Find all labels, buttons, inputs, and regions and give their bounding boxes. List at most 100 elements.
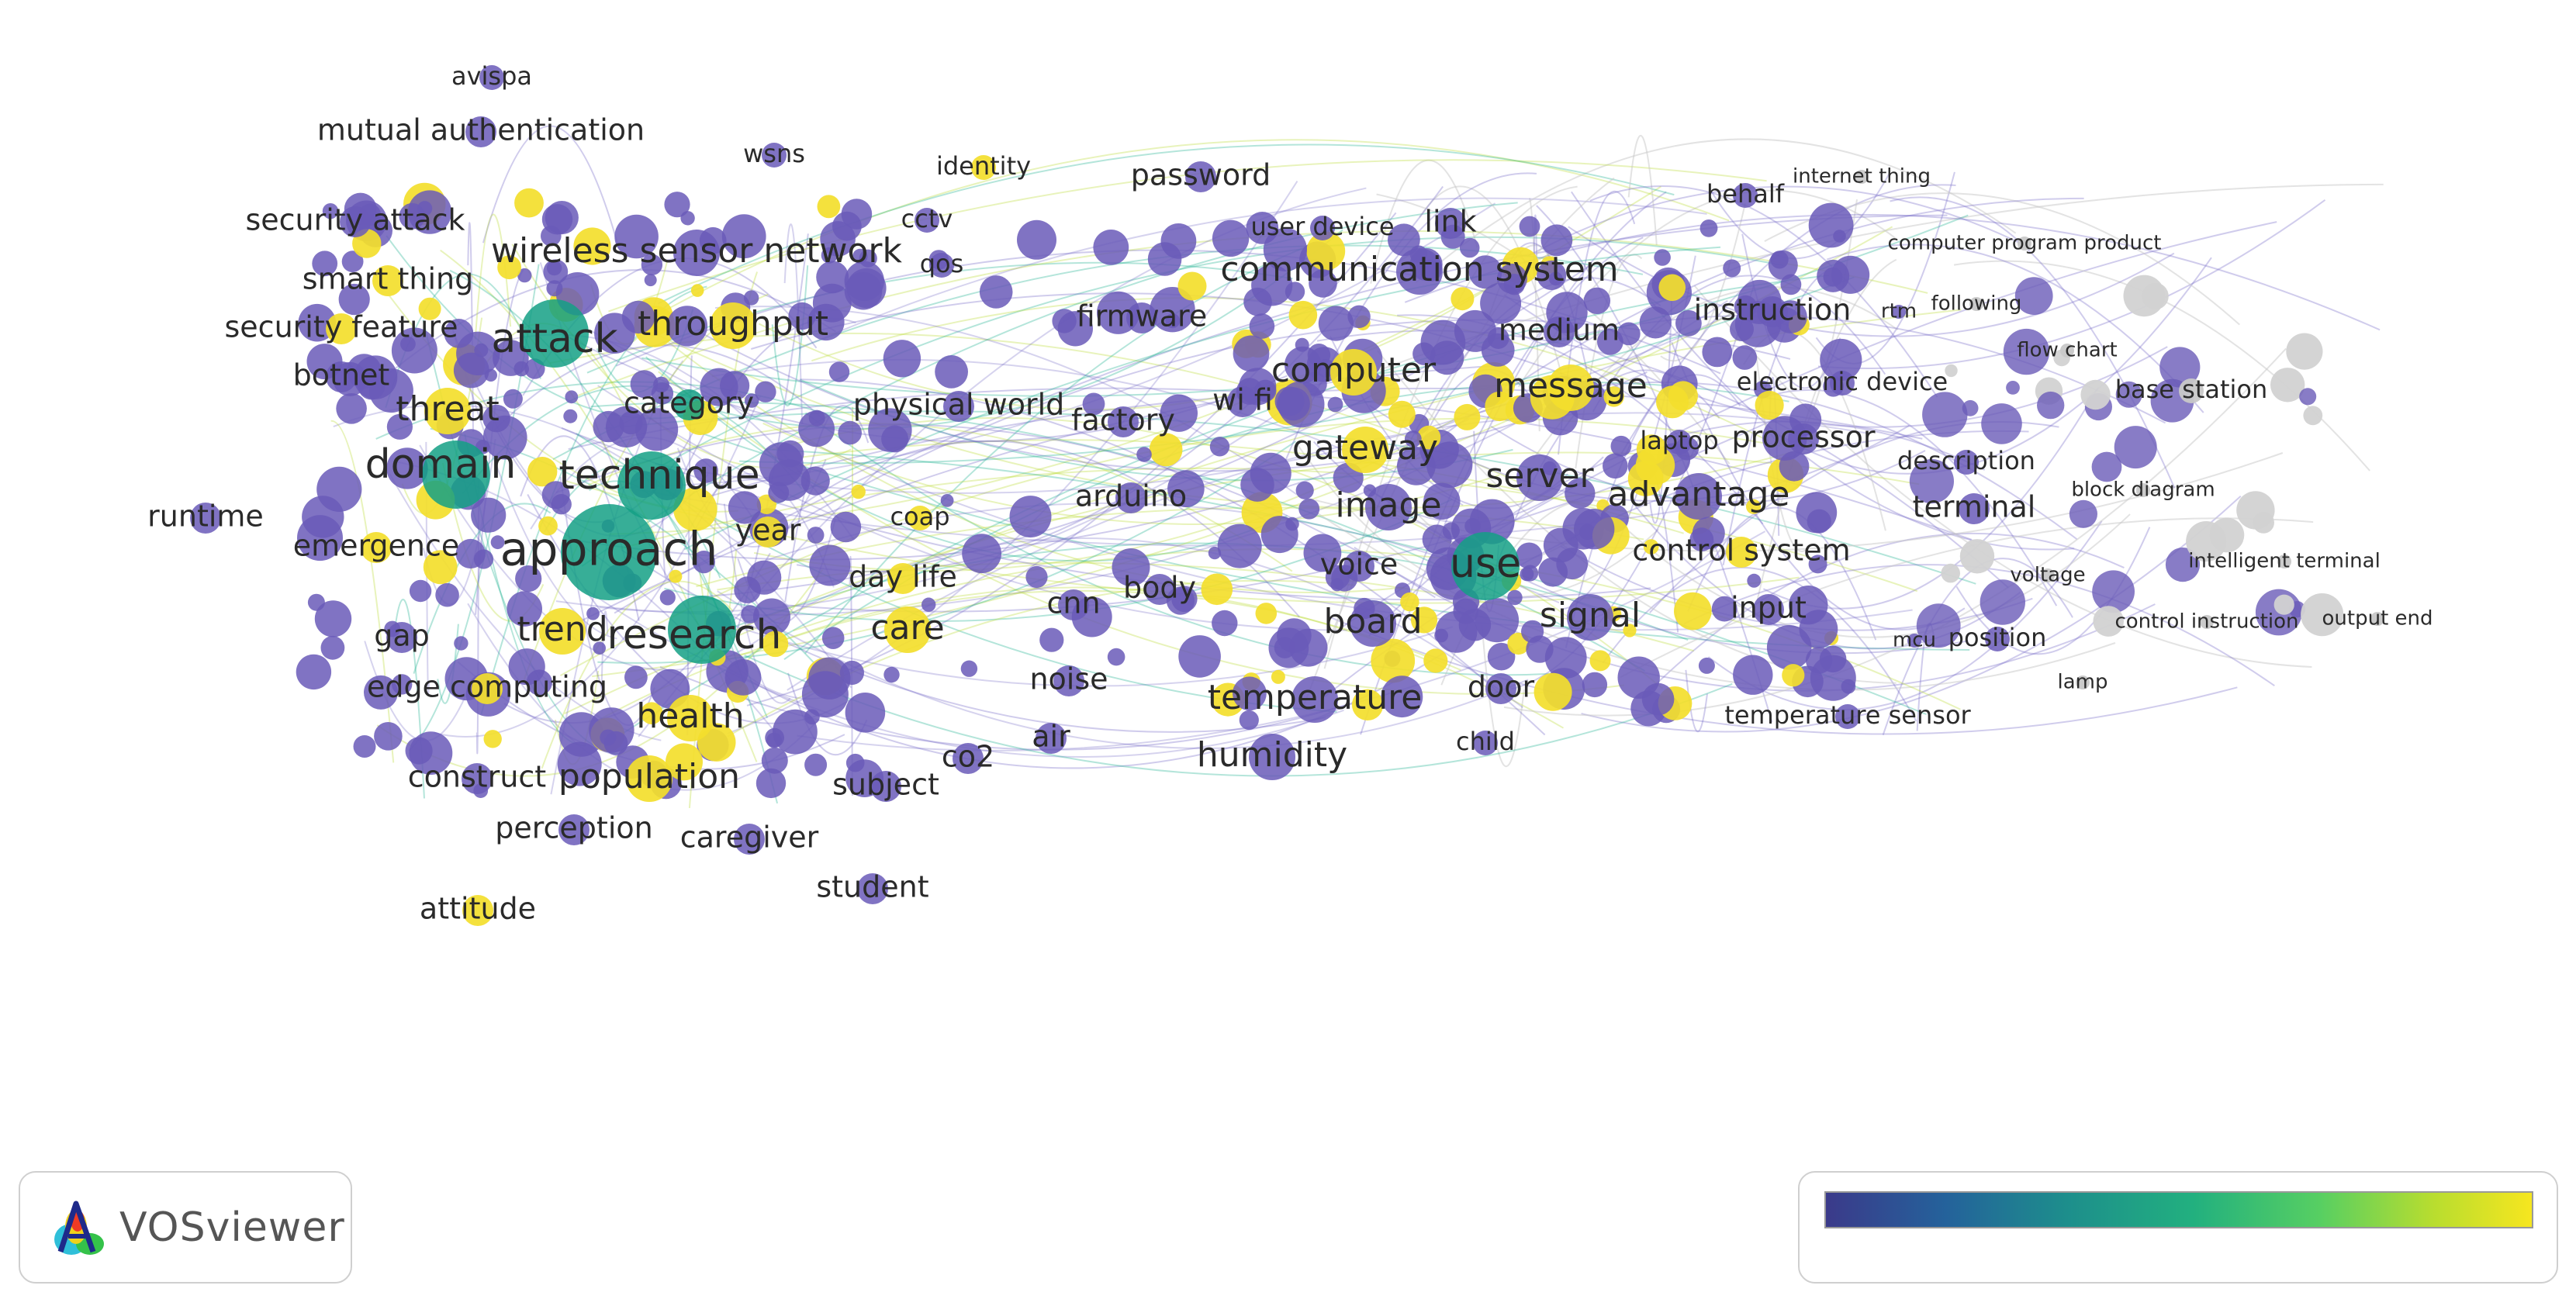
keyword-node-advantage[interactable] xyxy=(1675,473,1722,520)
minor-keyword-node[interactable] xyxy=(1025,565,1048,589)
minor-keyword-node[interactable] xyxy=(1233,335,1270,372)
minor-keyword-node[interactable] xyxy=(1423,648,1448,673)
minor-keyword-node[interactable] xyxy=(1212,610,1238,637)
keyword-node-coap[interactable] xyxy=(908,506,932,530)
keyword-label-emergence[interactable]: emergence xyxy=(293,529,460,563)
minor-keyword-node[interactable] xyxy=(755,381,776,403)
minor-keyword-node[interactable] xyxy=(2270,368,2305,403)
minor-keyword-node[interactable] xyxy=(1082,392,1105,416)
keyword-label-gateway[interactable]: gateway xyxy=(1292,428,1438,468)
minor-keyword-node[interactable] xyxy=(1796,492,1838,534)
keyword-node-link[interactable] xyxy=(1435,208,1466,239)
minor-keyword-node[interactable] xyxy=(1520,567,1534,582)
minor-keyword-node[interactable] xyxy=(630,370,659,399)
keyword-label-qos[interactable]: qos xyxy=(920,249,964,278)
keyword-label-temperature[interactable]: temperature xyxy=(1208,678,1423,717)
keyword-label-voice[interactable]: voice xyxy=(1320,548,1399,582)
minor-keyword-node[interactable] xyxy=(761,747,788,774)
keyword-label-caregiver[interactable]: caregiver xyxy=(680,821,819,855)
keyword-node-factory[interactable] xyxy=(1108,406,1139,437)
minor-keyword-node[interactable] xyxy=(2115,381,2142,408)
keyword-label-instruction[interactable]: instruction xyxy=(1694,293,1852,327)
keyword-label-temperature-sensor[interactable]: temperature sensor xyxy=(1724,700,1971,730)
minor-keyword-node[interactable] xyxy=(1831,255,1870,294)
keyword-node-position[interactable] xyxy=(1985,627,2010,651)
keyword-node-population[interactable] xyxy=(626,755,673,802)
minor-keyword-node[interactable] xyxy=(1526,635,1554,663)
keyword-label-physical-world[interactable]: physical world xyxy=(853,388,1065,422)
keyword-label-air[interactable]: air xyxy=(1032,720,1070,754)
minor-keyword-node[interactable] xyxy=(2273,594,2294,615)
minor-keyword-node[interactable] xyxy=(312,250,338,277)
keyword-label-signal[interactable]: signal xyxy=(1540,596,1641,635)
keyword-node-processor[interactable] xyxy=(1788,423,1819,454)
minor-keyword-node[interactable] xyxy=(845,753,865,772)
minor-keyword-node[interactable] xyxy=(1574,509,1615,550)
minor-keyword-node[interactable] xyxy=(1410,606,1438,634)
keyword-label-intelligent-terminal[interactable]: intelligent terminal xyxy=(2188,550,2381,573)
minor-keyword-node[interactable] xyxy=(2303,406,2323,426)
minor-keyword-node[interactable] xyxy=(546,260,562,276)
keyword-node-approach[interactable] xyxy=(561,504,657,600)
keyword-label-board[interactable]: board xyxy=(1323,602,1422,641)
minor-keyword-node[interactable] xyxy=(1723,259,1741,278)
minor-keyword-node[interactable] xyxy=(1627,461,1664,496)
minor-keyword-node[interactable] xyxy=(1093,230,1129,265)
keyword-label-domain[interactable]: domain xyxy=(365,441,517,488)
minor-keyword-node[interactable] xyxy=(2014,277,2053,315)
minor-keyword-node[interactable] xyxy=(1603,453,1628,479)
keyword-label-control-instruction[interactable]: control instruction xyxy=(2114,610,2298,634)
keyword-label-computer-program-product[interactable]: computer program product xyxy=(1888,232,2162,255)
keyword-node-internet-thing[interactable] xyxy=(1855,170,1869,184)
keyword-label-door[interactable]: door xyxy=(1468,670,1535,704)
keyword-label-population[interactable]: population xyxy=(558,757,740,796)
keyword-node-use[interactable] xyxy=(1451,532,1520,600)
minor-keyword-node[interactable] xyxy=(821,247,838,264)
minor-keyword-node[interactable] xyxy=(483,730,502,748)
minor-keyword-node[interactable] xyxy=(808,657,851,700)
minor-keyword-node[interactable] xyxy=(1544,637,1587,679)
keyword-node-identity[interactable] xyxy=(971,155,996,180)
minor-keyword-node[interactable] xyxy=(1916,603,1961,648)
minor-keyword-node[interactable] xyxy=(503,389,523,409)
keyword-node-physical-world[interactable] xyxy=(943,391,974,422)
keyword-node-laptop[interactable] xyxy=(1667,430,1692,454)
keyword-node-voice[interactable] xyxy=(1343,551,1374,582)
keyword-label-flow-chart[interactable]: flow chart xyxy=(2017,339,2117,362)
minor-keyword-node[interactable] xyxy=(693,458,718,483)
minor-keyword-node[interactable] xyxy=(1698,657,1715,674)
minor-keyword-node[interactable] xyxy=(1603,386,1624,407)
minor-keyword-node[interactable] xyxy=(1497,263,1527,294)
keyword-node-edge-computing[interactable] xyxy=(472,673,503,704)
keyword-label-following[interactable]: following xyxy=(1931,292,2022,316)
keyword-node-security-feature[interactable] xyxy=(326,313,357,344)
minor-keyword-node[interactable] xyxy=(1623,624,1637,637)
minor-keyword-node[interactable] xyxy=(1217,523,1262,568)
minor-keyword-node[interactable] xyxy=(1274,386,1305,416)
minor-keyword-node[interactable] xyxy=(1351,689,1384,720)
keyword-label-avispa[interactable]: avispa xyxy=(451,61,532,91)
keyword-label-body[interactable]: body xyxy=(1123,571,1196,605)
keyword-label-humidity[interactable]: humidity xyxy=(1197,735,1347,775)
keyword-node-wsns[interactable] xyxy=(762,143,787,168)
keyword-label-laptop[interactable]: laptop xyxy=(1640,426,1718,455)
minor-keyword-node[interactable] xyxy=(1537,260,1567,291)
keyword-node-block-diagram[interactable] xyxy=(2136,483,2150,497)
keyword-node-mcu[interactable] xyxy=(1907,634,1921,648)
minor-keyword-node[interactable] xyxy=(1412,342,1436,365)
minor-keyword-node[interactable] xyxy=(386,447,428,489)
keyword-label-wi-fi[interactable]: wi fi xyxy=(1212,383,1273,417)
minor-keyword-node[interactable] xyxy=(653,376,669,393)
keyword-node-wireless-sensor-network[interactable] xyxy=(673,230,720,276)
keyword-node-technique[interactable] xyxy=(617,451,686,520)
keyword-node-qos[interactable] xyxy=(929,253,954,278)
minor-keyword-node[interactable] xyxy=(1980,579,2025,625)
minor-keyword-node[interactable] xyxy=(1167,470,1205,507)
minor-keyword-node[interactable] xyxy=(1459,237,1480,258)
minor-keyword-node[interactable] xyxy=(1295,481,1314,499)
minor-keyword-node[interactable] xyxy=(471,497,507,533)
minor-keyword-node[interactable] xyxy=(386,413,413,440)
minor-keyword-node[interactable] xyxy=(1583,287,1611,314)
keyword-node-child[interactable] xyxy=(1473,731,1498,755)
keyword-label-botnet[interactable]: botnet xyxy=(293,358,390,392)
